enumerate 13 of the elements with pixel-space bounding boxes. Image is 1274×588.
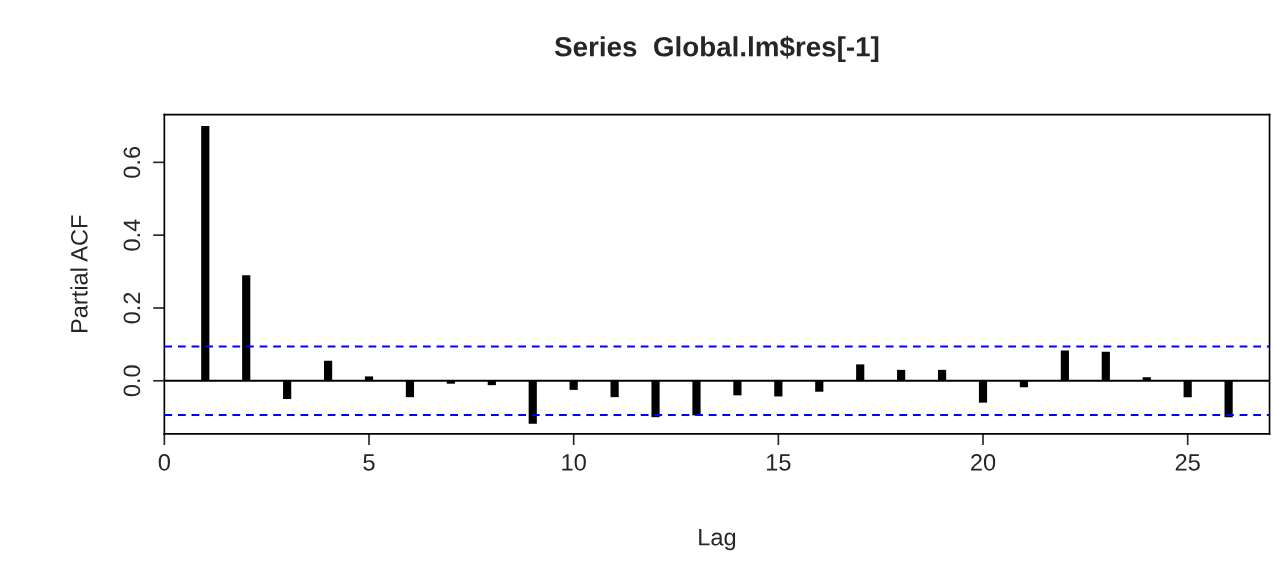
x-axis-title: Lag (699, 529, 736, 551)
y-axis-title: Partial ACF (70, 215, 88, 333)
x-tick-label: 20 (971, 454, 996, 471)
y-tick-label: 0.2 (123, 292, 141, 324)
x-tick-label: 25 (1175, 454, 1200, 471)
x-tick-label: 0 (158, 454, 170, 471)
x-tick-label: 15 (767, 454, 791, 471)
y-tick-label: 0.0 (123, 365, 141, 397)
y-tick-label: 0.4 (123, 219, 141, 251)
x-tick-label: 10 (562, 454, 586, 471)
chart-title: Series Global.lm$res[-1] (554, 35, 879, 63)
y-tick-label: 0.6 (123, 146, 141, 178)
x-tick-label: 5 (363, 454, 375, 471)
